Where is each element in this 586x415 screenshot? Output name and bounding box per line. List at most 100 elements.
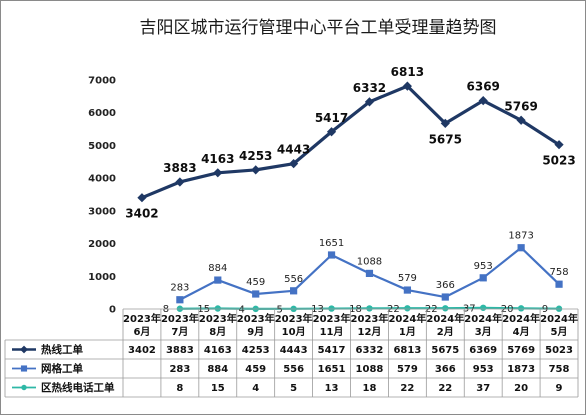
data-label: 366 xyxy=(436,280,455,291)
square-marker xyxy=(176,296,184,304)
category-month-label: 7月 xyxy=(171,326,188,338)
category-year-label: 2024年 xyxy=(464,312,502,325)
category-year-label: 2023年 xyxy=(237,312,275,325)
y-tick-label: 7000 xyxy=(88,76,116,87)
data-label: 15 xyxy=(197,304,210,315)
table-cell: 4163 xyxy=(204,345,232,356)
category-year-label: 2023年 xyxy=(351,312,389,325)
circle-marker xyxy=(214,305,221,312)
square-marker xyxy=(20,365,28,372)
category-year-label: 2024年 xyxy=(426,312,464,325)
legend-label: 热线工单 xyxy=(41,343,83,356)
category-month-label: 2月 xyxy=(437,326,454,338)
square-marker xyxy=(252,290,260,298)
circle-marker xyxy=(404,305,411,312)
data-label: 5 xyxy=(276,304,282,315)
table-cell: 366 xyxy=(435,364,456,375)
data-label: 5675 xyxy=(429,132,462,146)
data-label: 4253 xyxy=(239,149,272,163)
table-cell: 8 xyxy=(176,383,183,394)
y-tick-label: 5000 xyxy=(88,141,116,152)
category-month-label: 9月 xyxy=(247,326,264,338)
category-month-label: 1月 xyxy=(399,326,416,338)
series-line xyxy=(141,84,560,200)
y-tick-label: 0 xyxy=(109,305,116,316)
category-year-label: 2023年 xyxy=(161,312,199,325)
category-year-label: 2024年 xyxy=(502,312,540,325)
circle-marker xyxy=(442,305,449,312)
diamond-marker xyxy=(137,193,147,203)
table-cell: 4253 xyxy=(242,345,270,356)
category-month-label: 6月 xyxy=(133,326,150,338)
table-cell: 15 xyxy=(211,383,225,394)
category-year-label: 2023年 xyxy=(313,312,351,325)
square-marker xyxy=(441,293,449,301)
data-label: 4163 xyxy=(201,152,234,166)
category-month-label: 5月 xyxy=(551,326,568,338)
data-label: 3883 xyxy=(163,161,196,175)
diamond-marker xyxy=(440,118,450,128)
diamond-marker xyxy=(20,345,28,354)
table-cell: 4 xyxy=(252,383,259,394)
table-cell: 3402 xyxy=(128,345,156,356)
data-label: 459 xyxy=(246,277,265,288)
y-tick-label: 3000 xyxy=(88,206,116,217)
category-month-label: 4月 xyxy=(513,326,530,338)
table-cell: 5023 xyxy=(545,345,573,356)
data-label: 556 xyxy=(284,274,303,285)
table-cell: 5675 xyxy=(431,345,459,356)
data-label: 884 xyxy=(208,263,227,274)
data-label: 6369 xyxy=(467,80,500,94)
axis-layer: 0 1000 2000 3000 4000 5000 6000 7000 xyxy=(88,76,116,316)
table-cell: 13 xyxy=(325,383,339,394)
data-label: 4 xyxy=(239,304,245,315)
y-tick-label: 2000 xyxy=(88,239,116,250)
category-month-label: 12月 xyxy=(357,326,381,338)
table-cell: 37 xyxy=(476,383,490,394)
y-tick-label: 4000 xyxy=(88,174,116,185)
table-cell: 758 xyxy=(549,364,570,375)
category-month-label: 8月 xyxy=(209,326,226,338)
diamond-marker xyxy=(516,115,526,125)
table-cell: 884 xyxy=(207,364,228,375)
square-marker xyxy=(555,280,563,288)
diamond-marker xyxy=(326,127,337,137)
data-label: 5417 xyxy=(315,111,348,125)
square-marker xyxy=(327,251,336,259)
circle-marker xyxy=(328,305,335,312)
table-cell: 5769 xyxy=(507,345,535,356)
diamond-marker xyxy=(478,96,488,106)
category-year-label: 2024年 xyxy=(540,312,578,325)
square-marker xyxy=(290,287,298,295)
data-label: 1873 xyxy=(508,231,533,242)
data-label-layer: 3402 3883 4163 4253 4443 5417 6332 6813 5675 6369… xyxy=(125,65,575,315)
table-cell: 556 xyxy=(283,364,304,375)
data-label: 953 xyxy=(474,261,493,272)
data-label: 18 xyxy=(349,304,362,315)
diamond-marker xyxy=(289,159,299,169)
circle-marker xyxy=(480,304,487,311)
circle-marker xyxy=(517,305,525,312)
y-tick-label: 1000 xyxy=(88,272,116,283)
square-marker xyxy=(403,286,411,294)
category-year-label: 2023年 xyxy=(123,312,161,325)
table-cell: 1088 xyxy=(356,364,384,375)
table-cell: 4443 xyxy=(280,345,308,356)
table-cell: 953 xyxy=(473,364,494,375)
table-cell: 22 xyxy=(438,383,452,394)
data-label: 579 xyxy=(398,273,417,284)
table-cell: 6369 xyxy=(469,345,497,356)
data-label: 6332 xyxy=(353,81,386,95)
chart-title: 吉阳区城市运行管理中心平台工单受理量趋势图 xyxy=(140,18,497,38)
diamond-marker xyxy=(364,97,375,107)
table-cell: 1651 xyxy=(318,364,346,375)
square-marker xyxy=(214,276,222,284)
diamond-marker xyxy=(251,165,261,175)
table-cell: 9 xyxy=(556,383,563,394)
data-label: 283 xyxy=(170,283,189,294)
data-label: 5023 xyxy=(542,154,575,168)
y-tick-label: 6000 xyxy=(88,108,116,119)
table-cell: 6813 xyxy=(393,345,421,356)
